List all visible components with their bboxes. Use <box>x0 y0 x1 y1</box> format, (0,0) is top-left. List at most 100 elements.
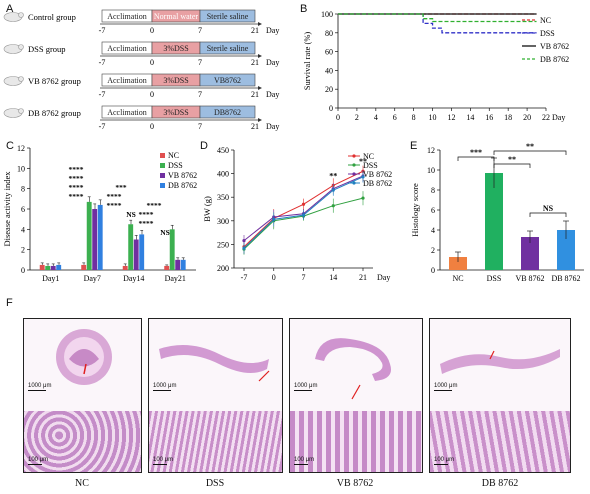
timeline-tick: -7 <box>99 90 106 99</box>
panel-letter-e: E <box>410 140 418 152</box>
bar <box>56 264 62 270</box>
y-tick-label: 250 <box>217 240 229 249</box>
colon-section-nc <box>56 329 112 385</box>
y-tick-label: 0 <box>431 266 435 275</box>
bar <box>81 264 87 270</box>
bar <box>128 224 134 270</box>
x-tick-label: 12 <box>447 113 455 122</box>
scale-bar-bottom-dss: 100 μm <box>153 457 173 465</box>
x-tick-label: Day1 <box>42 274 59 283</box>
data-point <box>301 213 306 217</box>
bar <box>133 239 139 270</box>
mouse-icon <box>3 76 24 86</box>
x-tick-label: 7 <box>302 273 306 282</box>
y-tick-label: 2 <box>431 246 435 255</box>
timeline-segment-label: Acclimation <box>107 44 147 53</box>
series-line <box>338 13 537 34</box>
panel-letter-b: B <box>300 3 308 15</box>
legend-marker <box>352 181 356 185</box>
scale-label-top-dss: 1000 μm <box>153 383 177 389</box>
y-tick-label: 0 <box>329 104 333 113</box>
y-axis-label: Histology score <box>410 183 420 237</box>
scale-bar-top-dss: 1000 μm <box>153 383 176 391</box>
x-tick-label: 22 <box>542 113 550 122</box>
panel-letter-c: C <box>6 140 14 152</box>
bar <box>164 265 170 270</box>
significance-label: ** <box>508 155 516 164</box>
bar <box>180 259 186 270</box>
bar <box>139 234 145 270</box>
data-point <box>361 196 365 200</box>
x-tick-label: Day7 <box>84 274 101 283</box>
significance-label: ** <box>526 142 534 151</box>
timeline-segment-label: Normal water <box>154 12 199 21</box>
timeline-segment-label: DB8762 <box>214 108 241 117</box>
x-tick-label: Day14 <box>123 274 144 283</box>
y-tick-label: 6 <box>21 205 25 214</box>
x-tick-label: DB 8762 <box>551 274 580 283</box>
bw-chart: 200 250 300 350 400 450 -7 0 7 14 21 Day BW (g) NCDSS… <box>202 146 392 282</box>
significance-label: *** <box>115 183 127 192</box>
timeline-tick: 7 <box>198 122 202 131</box>
x-tick-label: 21 <box>359 273 367 282</box>
panel-letter-a: A <box>6 3 14 15</box>
y-axis-label: BW (g) <box>202 196 212 222</box>
significance-bracket <box>529 212 567 217</box>
x-axis-label: Day <box>552 113 565 122</box>
bar <box>122 265 128 270</box>
scale-bar-top-db8762: 1000 μm <box>434 383 457 391</box>
histology-image-vb8762: 1000 μm 100 μm <box>289 318 423 473</box>
legend-swatch <box>160 153 165 158</box>
bar <box>97 204 103 270</box>
timeline-tick: 7 <box>198 90 202 99</box>
y-tick-label: 6 <box>431 206 435 215</box>
histology-label-vb8762: VB 8762 <box>336 478 374 489</box>
timeline-axis-label: Day <box>266 58 279 67</box>
timeline-tick: -7 <box>99 122 106 131</box>
timeline-diagram: Control group Acclimation Normal water Ster… <box>3 9 279 131</box>
data-point <box>331 204 335 208</box>
significance-label: **** <box>147 201 162 210</box>
scale-label-bottom-nc: 100 μm <box>28 457 49 463</box>
x-tick-label: 20 <box>523 113 531 122</box>
histology-image-nc: 1000 μm 100 μm <box>23 318 142 473</box>
y-tick-label: 8 <box>21 185 25 194</box>
x-tick-label: 16 <box>485 113 493 122</box>
scale-bar-bottom-nc: 100 μm <box>28 457 48 465</box>
y-axis-label: Survival rate (%) <box>302 32 312 91</box>
legend-marker <box>352 154 356 158</box>
scale-bar-top-vb8762: 1000 μm <box>294 383 317 391</box>
scale-bar-top-nc: 1000 μm <box>28 383 51 391</box>
timeline-segment <box>199 41 256 55</box>
significance-label: NS <box>160 228 170 237</box>
timeline-arrow <box>258 22 262 26</box>
y-tick-label: 10 <box>427 166 435 175</box>
x-tick-label: 8 <box>412 113 416 122</box>
mouse-icon <box>3 44 24 54</box>
legend-label: VB 8762 <box>540 42 569 51</box>
significance-label: **** <box>139 210 154 219</box>
bar <box>521 237 539 270</box>
significance-label: **** <box>69 192 84 201</box>
colon-section-vb8762 <box>315 338 391 400</box>
timeline-arrow <box>258 54 262 58</box>
significance-label: **** <box>107 201 122 210</box>
legend-swatch <box>160 163 165 168</box>
x-tick-label: 2 <box>355 113 359 122</box>
timeline-segment-label: 3%DSS <box>163 76 188 85</box>
survival-chart: 0 2 4 6 8 10 12 14 16 18 20 22 Day 0 20 40 60 80 100 Surviv… <box>302 10 569 122</box>
x-tick-label: 4 <box>374 113 378 122</box>
bar <box>169 229 175 270</box>
timeline-tick: 0 <box>150 122 154 131</box>
significance-bracket <box>493 163 531 168</box>
histology-image-dss: 1000 μm 100 μm <box>148 318 283 473</box>
bar <box>39 264 45 270</box>
timeline-group-label: VB 8762 group <box>28 76 81 86</box>
y-axis-label: Disease activity index <box>2 171 12 247</box>
y-tick-label: 60 <box>325 48 333 57</box>
mouse-head <box>18 76 24 82</box>
timeline-segment-label: 3%DSS <box>163 44 188 53</box>
significance-label: NS <box>126 210 136 219</box>
timeline-tick: 7 <box>198 26 202 35</box>
timeline-segment-label: Acclimation <box>107 12 147 21</box>
